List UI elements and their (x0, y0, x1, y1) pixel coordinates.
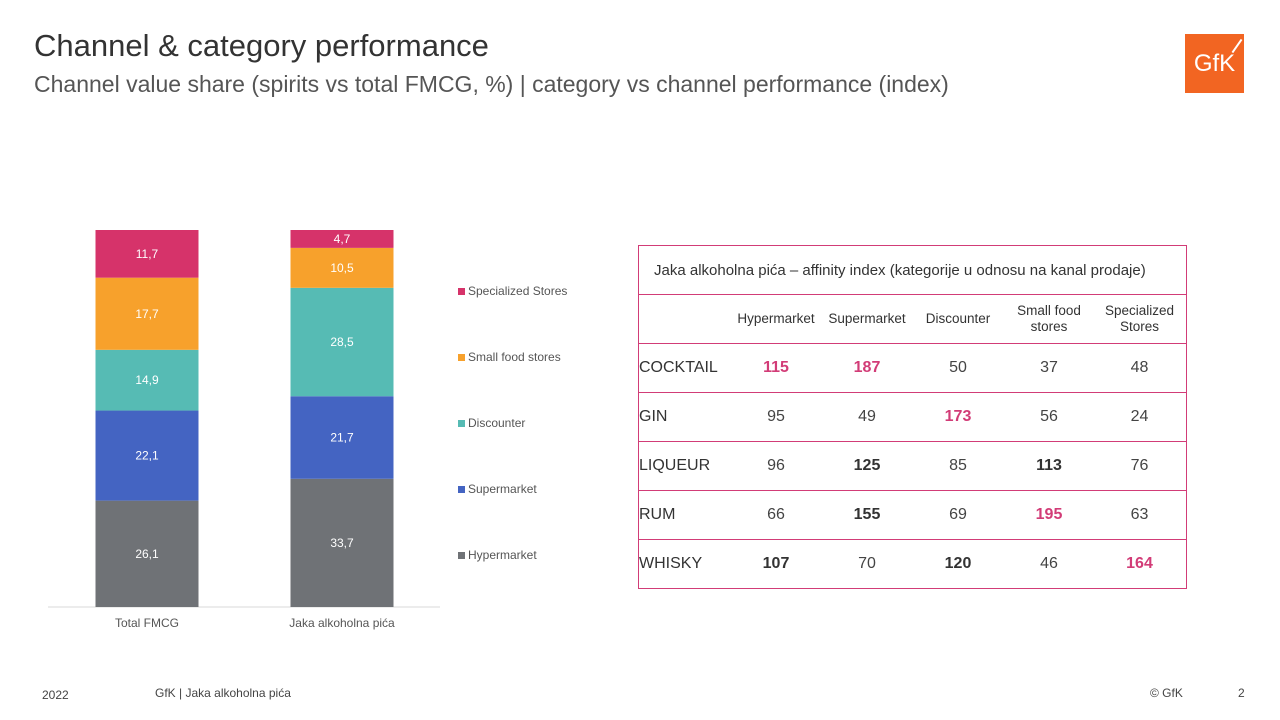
row-label: RUM (639, 506, 676, 523)
bar-segment (290, 478, 394, 607)
bar-segment (290, 247, 394, 288)
bar-value-label: 26,1 (135, 547, 159, 561)
bar-value-label: 21,7 (330, 431, 354, 445)
table-cell: 155 (853, 506, 881, 523)
bar-value-label: 10,5 (330, 261, 354, 275)
table-cell: 120 (944, 555, 972, 572)
table-cell: 95 (767, 408, 785, 425)
bar-segment (290, 287, 394, 397)
legend-item: Hypermarket (458, 548, 537, 562)
table-cell: 195 (1035, 506, 1063, 523)
table-cell: 70 (858, 555, 876, 572)
header-specialized-stores: Specialized Stores (1104, 303, 1175, 334)
header-hypermarket: Hypermarket (737, 311, 815, 326)
row-label: GIN (639, 408, 668, 425)
bar-segment (95, 349, 199, 411)
header-small-food-stores: Small food stores (1017, 303, 1081, 334)
table-cell: 76 (1130, 457, 1149, 474)
table-cell: 48 (1130, 359, 1149, 376)
table-cell: 173 (944, 408, 972, 425)
legend-label: Discounter (468, 416, 526, 430)
legend-label: Hypermarket (468, 548, 537, 562)
bar-segment (290, 396, 394, 479)
table-cell: 85 (949, 457, 967, 474)
bar-value-label: 28,5 (330, 335, 354, 349)
table-cell: 69 (949, 506, 967, 523)
table-cell: 66 (767, 506, 785, 523)
bar-segment (95, 410, 199, 501)
table-cell: 164 (1126, 555, 1153, 572)
stacked-bar-chart: 26,1 22,1 14,9 17,7 11,7 Total FMCG 33,7 21,7 28… (48, 230, 440, 630)
table-cell: 115 (763, 359, 789, 376)
footer-source: GfK | Jaka alkoholna pića (155, 686, 291, 700)
table-row: WHISKY 107 70 120 46 164 (639, 540, 1186, 588)
category-label: Jaka alkoholna pića (289, 616, 395, 630)
footer-copyright: © GfK (1150, 686, 1183, 700)
legend-label: Specialized Stores (468, 284, 568, 298)
header-supermarket: Supermarket (828, 311, 906, 326)
table-cell: 187 (853, 359, 881, 376)
bar-segment (95, 500, 199, 607)
bar-value-label: 22,1 (135, 449, 159, 463)
legend-label: Supermarket (468, 482, 537, 496)
legend-swatch (458, 419, 465, 427)
table-cell: 107 (762, 555, 790, 572)
table-cell: 125 (853, 457, 881, 474)
table-cell: 96 (767, 457, 785, 474)
table-cell: 37 (1040, 359, 1058, 376)
page-subtitle: Channel value share (spirits vs total FM… (34, 71, 949, 97)
bar-value-label: 17,7 (135, 307, 159, 321)
bar-segment (95, 230, 199, 278)
category-label: Total FMCG (115, 616, 179, 630)
table-cell: 56 (1040, 408, 1058, 425)
row-label: WHISKY (639, 555, 703, 572)
bar-value-label: 4,7 (334, 232, 351, 246)
table-row: RUM 66 155 69 195 63 (639, 491, 1186, 540)
page-title: Channel & category performance (34, 28, 489, 63)
legend-swatch (458, 551, 465, 559)
table-cell: 113 (1036, 457, 1062, 474)
legend-item: Small food stores (458, 350, 561, 364)
table-row: LIQUEUR 96 125 85 113 76 (639, 442, 1186, 491)
legend-item: Supermarket (458, 482, 537, 496)
table-cell: 46 (1040, 555, 1058, 572)
table-cell: 63 (1130, 506, 1149, 523)
row-label: COCKTAIL (639, 359, 718, 376)
table-header-row: Hypermarket Supermarket Discounter Small… (639, 295, 1186, 344)
gfk-logo: GfK (1185, 34, 1244, 93)
table-cell: 24 (1130, 408, 1149, 425)
legend-item: Discounter (458, 416, 525, 430)
table-cell: 49 (858, 408, 876, 425)
legend-swatch (458, 485, 465, 493)
table-cell: 50 (949, 359, 967, 376)
legend-swatch (458, 353, 465, 361)
legend-label: Small food stores (468, 350, 561, 364)
table-row: COCKTAIL 115 187 50 37 48 (639, 344, 1186, 393)
row-label: LIQUEUR (639, 457, 711, 474)
affinity-table: Jaka alkoholna pića – affinity index (ka… (638, 245, 1187, 589)
bar-segment (95, 277, 199, 350)
header-discounter: Discounter (925, 311, 991, 326)
bar-value-label: 11,7 (136, 247, 159, 261)
bar-value-label: 14,9 (135, 373, 159, 387)
page-number: 2 (1238, 686, 1245, 700)
table-title: Jaka alkoholna pića – affinity index (ka… (639, 246, 1186, 295)
legend-item: Specialized Stores (458, 284, 567, 298)
footer-year: 2022 (42, 688, 69, 702)
table-body: COCKTAIL 115 187 50 37 48 GIN 95 49 173 56 24 LIQUEU… (639, 344, 1186, 588)
bar-value-label: 33,7 (330, 536, 354, 550)
legend-swatch (458, 287, 465, 295)
bar-segment (290, 230, 394, 248)
table-row: GIN 95 49 173 56 24 (639, 393, 1186, 442)
